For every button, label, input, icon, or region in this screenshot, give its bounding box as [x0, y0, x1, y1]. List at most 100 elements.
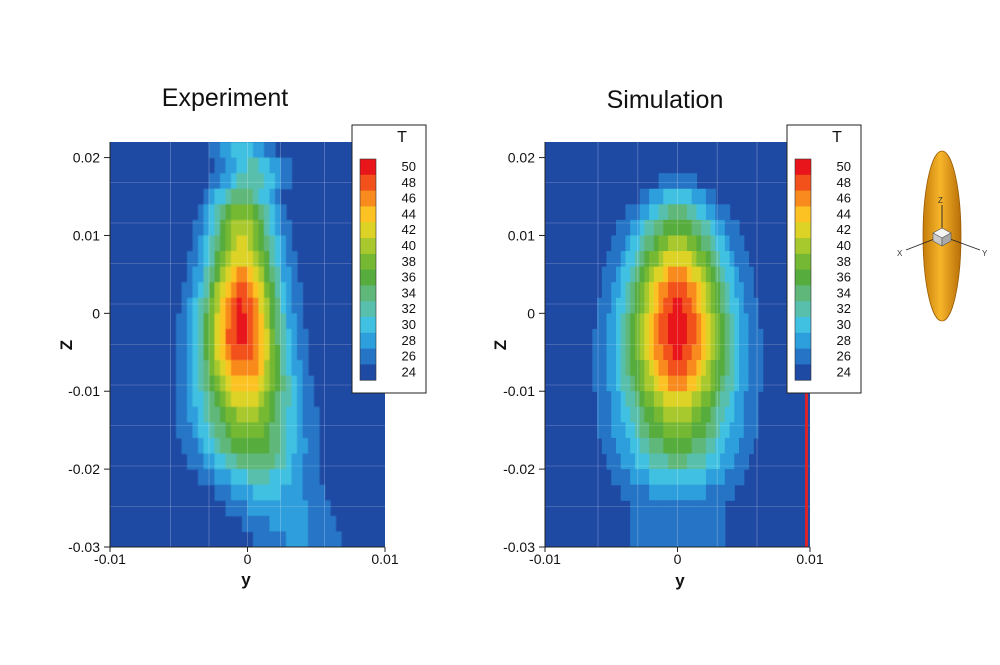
contour-cell: [672, 173, 679, 190]
contour-cell: [242, 360, 249, 377]
contour-cell: [696, 328, 702, 346]
contour-cell: [297, 375, 304, 392]
contour-cell: [615, 266, 622, 283]
contour-cell: [630, 531, 636, 547]
x-tick-label: 0.01: [796, 551, 823, 567]
contour-cell: [302, 344, 309, 361]
contour-cell: [748, 437, 754, 455]
contour-cell: [225, 297, 232, 314]
contour-cell: [231, 453, 238, 470]
contour-cell: [209, 328, 216, 346]
contour-cell: [658, 360, 664, 377]
contour-cell: [686, 313, 693, 330]
y-tick-label: -0.02: [68, 461, 100, 477]
contour-cell: [729, 297, 735, 314]
contour-cell: [181, 375, 188, 392]
contour-cell: [691, 484, 698, 501]
contour-cell: [258, 235, 265, 252]
contour-cell: [625, 251, 631, 268]
contour-cell: [682, 422, 688, 439]
contour-cell: [658, 328, 664, 346]
contour-cell: [634, 406, 641, 423]
contour-cell: [264, 251, 271, 268]
contour-cell: [653, 500, 660, 517]
contour-cell: [720, 406, 726, 423]
contour-cell: [203, 297, 210, 314]
contour-cell: [715, 453, 721, 470]
contour-cell: [644, 437, 650, 455]
contour-cell: [691, 344, 698, 361]
contour-cell: [242, 297, 249, 314]
contour-cell: [242, 375, 249, 392]
contour-cell: [696, 313, 702, 330]
contour-cell: [658, 204, 664, 221]
contour-cell: [203, 204, 210, 221]
contour-cell: [691, 422, 698, 439]
contour-cell: [682, 437, 688, 455]
contour-cell: [696, 344, 702, 361]
contour-cell: [592, 360, 598, 377]
contour-cell: [649, 531, 655, 547]
contour-cell: [639, 484, 645, 501]
contour-cell: [729, 469, 735, 486]
contour-cell: [258, 422, 265, 439]
contour-cell: [682, 453, 688, 470]
contour-cell: [198, 235, 205, 252]
contour-cell: [269, 515, 276, 533]
contour-cell: [231, 297, 238, 314]
contour-cell: [302, 484, 309, 501]
contour-cell: [242, 453, 249, 470]
axis-label-x: X: [897, 249, 903, 258]
contour-cell: [677, 437, 683, 455]
legend-level-label: 48: [837, 175, 851, 190]
contour-cell: [192, 282, 199, 299]
contour-cell: [663, 531, 669, 547]
contour-cell: [653, 406, 660, 423]
contour-cell: [247, 282, 254, 299]
contour-cell: [269, 531, 276, 547]
legend-swatch: [795, 159, 811, 176]
contour-cell: [302, 437, 309, 455]
contour-cell: [258, 204, 265, 221]
contour-cell: [258, 406, 265, 423]
contour-cell: [668, 344, 674, 361]
contour-cell: [658, 469, 664, 486]
contour-cell: [668, 188, 674, 205]
contour-cell: [192, 375, 199, 392]
legend-swatch: [360, 190, 376, 207]
contour-cell: [630, 437, 636, 455]
contour-cell: [677, 515, 683, 533]
contour-cell: [720, 282, 726, 299]
contour-cell: [743, 360, 750, 377]
contour-cell: [258, 500, 265, 517]
contour-cell: [748, 406, 754, 423]
contour-cell: [242, 484, 249, 501]
legend-level-label: 36: [837, 270, 851, 285]
contour-cell: [225, 313, 232, 330]
contour-cell: [308, 437, 315, 455]
contour-cell: [625, 422, 631, 439]
contour-cell: [187, 391, 194, 408]
contour-cell: [668, 375, 674, 392]
contour-cell: [242, 251, 249, 268]
contour-cell: [691, 406, 698, 423]
contour-cell: [214, 266, 221, 283]
contour-cell: [176, 360, 183, 377]
contour-cell: [231, 251, 238, 268]
contour-cell: [280, 297, 287, 314]
contour-cell: [710, 251, 716, 268]
contour-cell: [677, 188, 683, 205]
contour-cell: [192, 344, 199, 361]
contour-cell: [606, 437, 612, 455]
contour-cell: [225, 453, 232, 470]
contour-cell: [729, 453, 735, 470]
contour-cell: [691, 453, 698, 470]
contour-cell: [663, 344, 669, 361]
contour-cell: [181, 391, 188, 408]
contour-cell: [611, 328, 617, 346]
contour-cell: [644, 328, 650, 346]
legend-swatch: [360, 222, 376, 239]
contour-cell: [198, 282, 205, 299]
contour-cell: [176, 328, 183, 346]
contour-cell: [187, 266, 194, 283]
